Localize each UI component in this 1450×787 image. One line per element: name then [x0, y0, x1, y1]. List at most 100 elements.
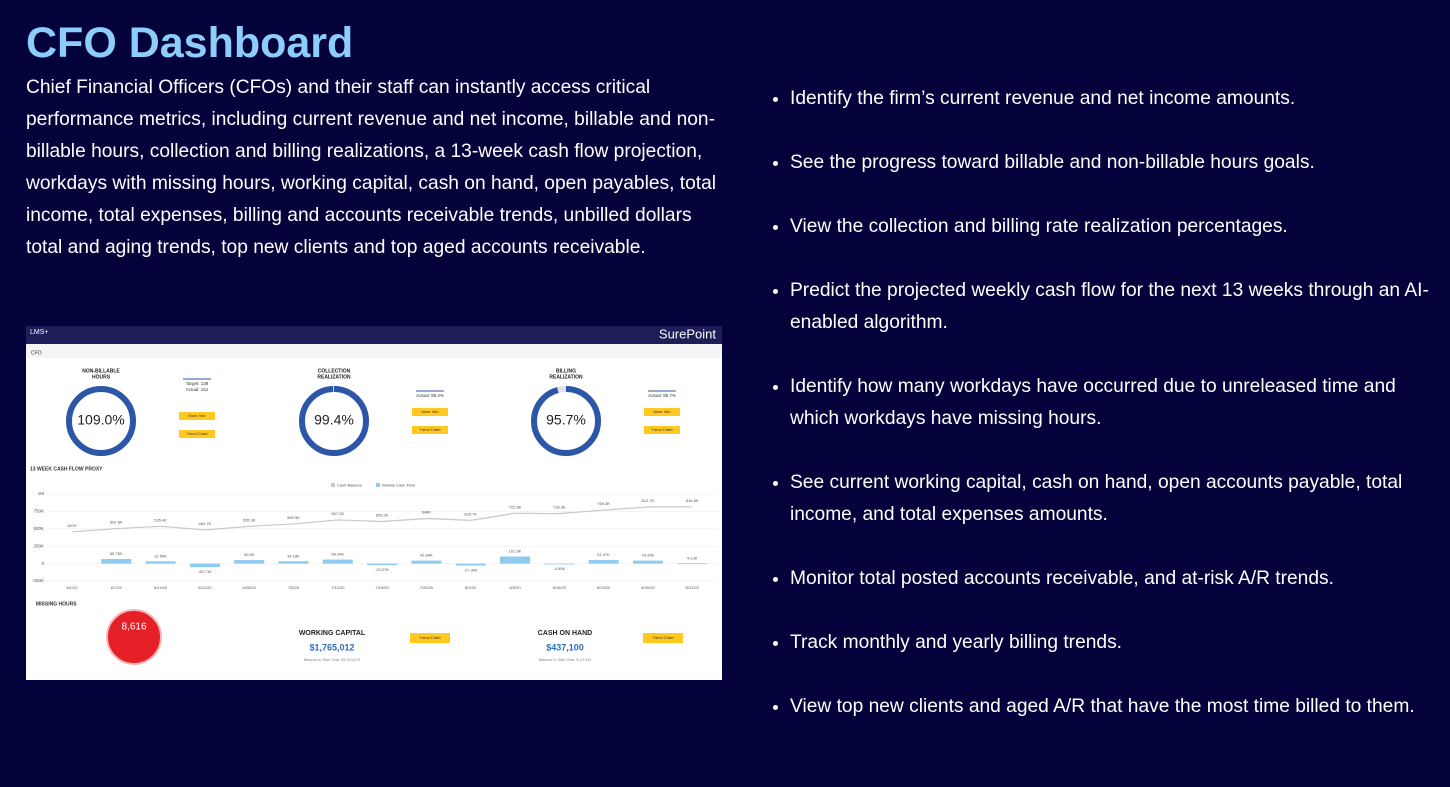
x-tick-label: 6/28/20	[243, 585, 257, 590]
feature-item: See current working capital, cash on han…	[790, 467, 1430, 531]
button[interactable]	[412, 426, 448, 434]
gauge-arc	[66, 386, 136, 456]
data-label: 101.9K	[509, 549, 522, 554]
page-bar	[26, 344, 722, 358]
gauge-detail: Target: 139	[186, 381, 209, 386]
button-label[interactable]: Trend Chart	[652, 635, 674, 640]
data-label: 769.3K	[597, 501, 610, 506]
data-label: 627.0K	[331, 511, 344, 516]
button-label[interactable]: Trend Chart	[419, 635, 441, 640]
legend-label: Weekly Cash Flow	[382, 483, 415, 488]
cash-flow-bar	[234, 560, 265, 564]
card-value: $1,765,012	[309, 642, 354, 652]
cash-flow-bar	[322, 559, 353, 564]
data-label: 816.8K	[686, 498, 699, 503]
card-title: CASH ON HAND	[538, 630, 592, 637]
x-tick-label: 7/12/20	[331, 585, 345, 590]
gauge-detail: Actual: 151	[186, 387, 209, 392]
cash-flow-bar	[677, 563, 708, 565]
data-label: -4.50K	[553, 566, 565, 571]
data-label: 34.18K	[287, 553, 300, 558]
gauge-title: BILLING	[556, 368, 576, 374]
data-label: 51.07K	[597, 552, 610, 557]
data-label: 718.3K	[553, 505, 566, 510]
card-value: $437,100	[546, 642, 584, 652]
data-label: -50.71K	[198, 569, 212, 574]
cash-flow-bar	[632, 560, 663, 564]
button[interactable]	[179, 412, 215, 420]
button-label[interactable]: More Info	[654, 409, 672, 414]
data-label: 32.59K	[154, 553, 167, 558]
missing-hours-value: 8,616	[121, 622, 146, 633]
gauge-value: 95.7%	[546, 412, 586, 428]
button[interactable]	[643, 633, 683, 643]
data-label: 620.7K	[464, 511, 477, 516]
cash-flow-bar	[411, 560, 442, 564]
cash-flow-bar	[189, 563, 220, 568]
gauge-detail: Actual: 95.7%	[648, 393, 676, 398]
page-title: CFO Dashboard	[26, 19, 354, 67]
data-label: 42.84K	[420, 553, 433, 558]
x-tick-label: 6/14/20	[154, 585, 168, 590]
feature-item: Track monthly and yearly billing trends.	[790, 627, 1430, 659]
app-name: LMS+	[30, 329, 48, 336]
button[interactable]	[644, 426, 680, 434]
button[interactable]	[179, 430, 215, 438]
gauge-detail: Actual: 99.4%	[416, 393, 444, 398]
x-tick-label: 7/19/20	[375, 585, 389, 590]
feature-list: Identify the firm’s current revenue and …	[770, 83, 1430, 755]
gauge-title: HOURS	[92, 374, 111, 380]
cash-flow-bar	[278, 561, 309, 564]
x-tick-label: 8/16/20	[553, 585, 567, 590]
cash-flow-bar	[145, 561, 176, 564]
x-tick-label: 8/31/20	[686, 585, 700, 590]
feature-item: View the collection and billing rate rea…	[790, 211, 1430, 243]
data-label: 535.3K	[243, 517, 256, 522]
description: Chief Financial Officers (CFOs) and thei…	[26, 77, 717, 258]
data-label: 502.8K	[110, 520, 123, 525]
data-label: 605.2K	[376, 513, 389, 518]
cash-flow-bar	[500, 556, 530, 564]
button-label[interactable]: More Info	[189, 413, 207, 418]
feature-item: Identify the firm’s current revenue and …	[790, 83, 1430, 115]
data-label: 43.20K	[642, 553, 655, 558]
feature-item: Predict the projected weekly cash flow f…	[790, 275, 1430, 339]
legend-swatch	[331, 483, 335, 487]
data-label: 50.6K	[244, 552, 255, 557]
button-label[interactable]: More Info	[422, 409, 440, 414]
y-tick-label: 750K	[33, 509, 44, 514]
button-label[interactable]: Trend Chart	[651, 427, 673, 432]
app-header	[26, 326, 722, 344]
data-label: -27.30K	[464, 568, 478, 573]
page-name: CFO	[31, 350, 42, 356]
button[interactable]	[412, 408, 448, 416]
button[interactable]	[410, 633, 450, 643]
cash-flow-bar	[588, 560, 619, 564]
button-label[interactable]: Trend Chart	[419, 427, 441, 432]
section-title: MISSING HOURS	[36, 601, 77, 607]
data-label: 648K	[422, 510, 432, 515]
x-tick-label: 8/30/20	[641, 585, 655, 590]
cash-flow-bar	[367, 563, 398, 566]
gauge-value: 99.4%	[314, 412, 354, 428]
y-tick-label: 250K	[33, 543, 44, 548]
button-label[interactable]: Trend Chart	[186, 431, 208, 436]
button[interactable]	[644, 408, 680, 416]
feature-item: View top new clients and aged A/R that h…	[790, 691, 1430, 723]
card-title: WORKING CAPITAL	[299, 630, 366, 637]
gauge-arc	[299, 386, 369, 456]
data-label: 569.5K	[287, 515, 300, 520]
y-tick-label: 500K	[33, 526, 44, 531]
x-tick-label: 8/9/20	[509, 585, 521, 590]
data-label: 535.4K	[154, 517, 167, 522]
gauge-title: COLLECTION	[318, 368, 351, 374]
card-note: Balance to Start Year: $1,224,075	[304, 658, 361, 662]
x-tick-label: 7/26/20	[420, 585, 434, 590]
data-label: 812.7K	[642, 498, 655, 503]
data-label: 58.04K	[331, 552, 344, 557]
gauge-title: NON-BILLABLE	[82, 368, 120, 374]
feature-item: Monitor total posted accounts receivable…	[790, 563, 1430, 595]
x-tick-label: 8/23/20	[597, 585, 611, 590]
